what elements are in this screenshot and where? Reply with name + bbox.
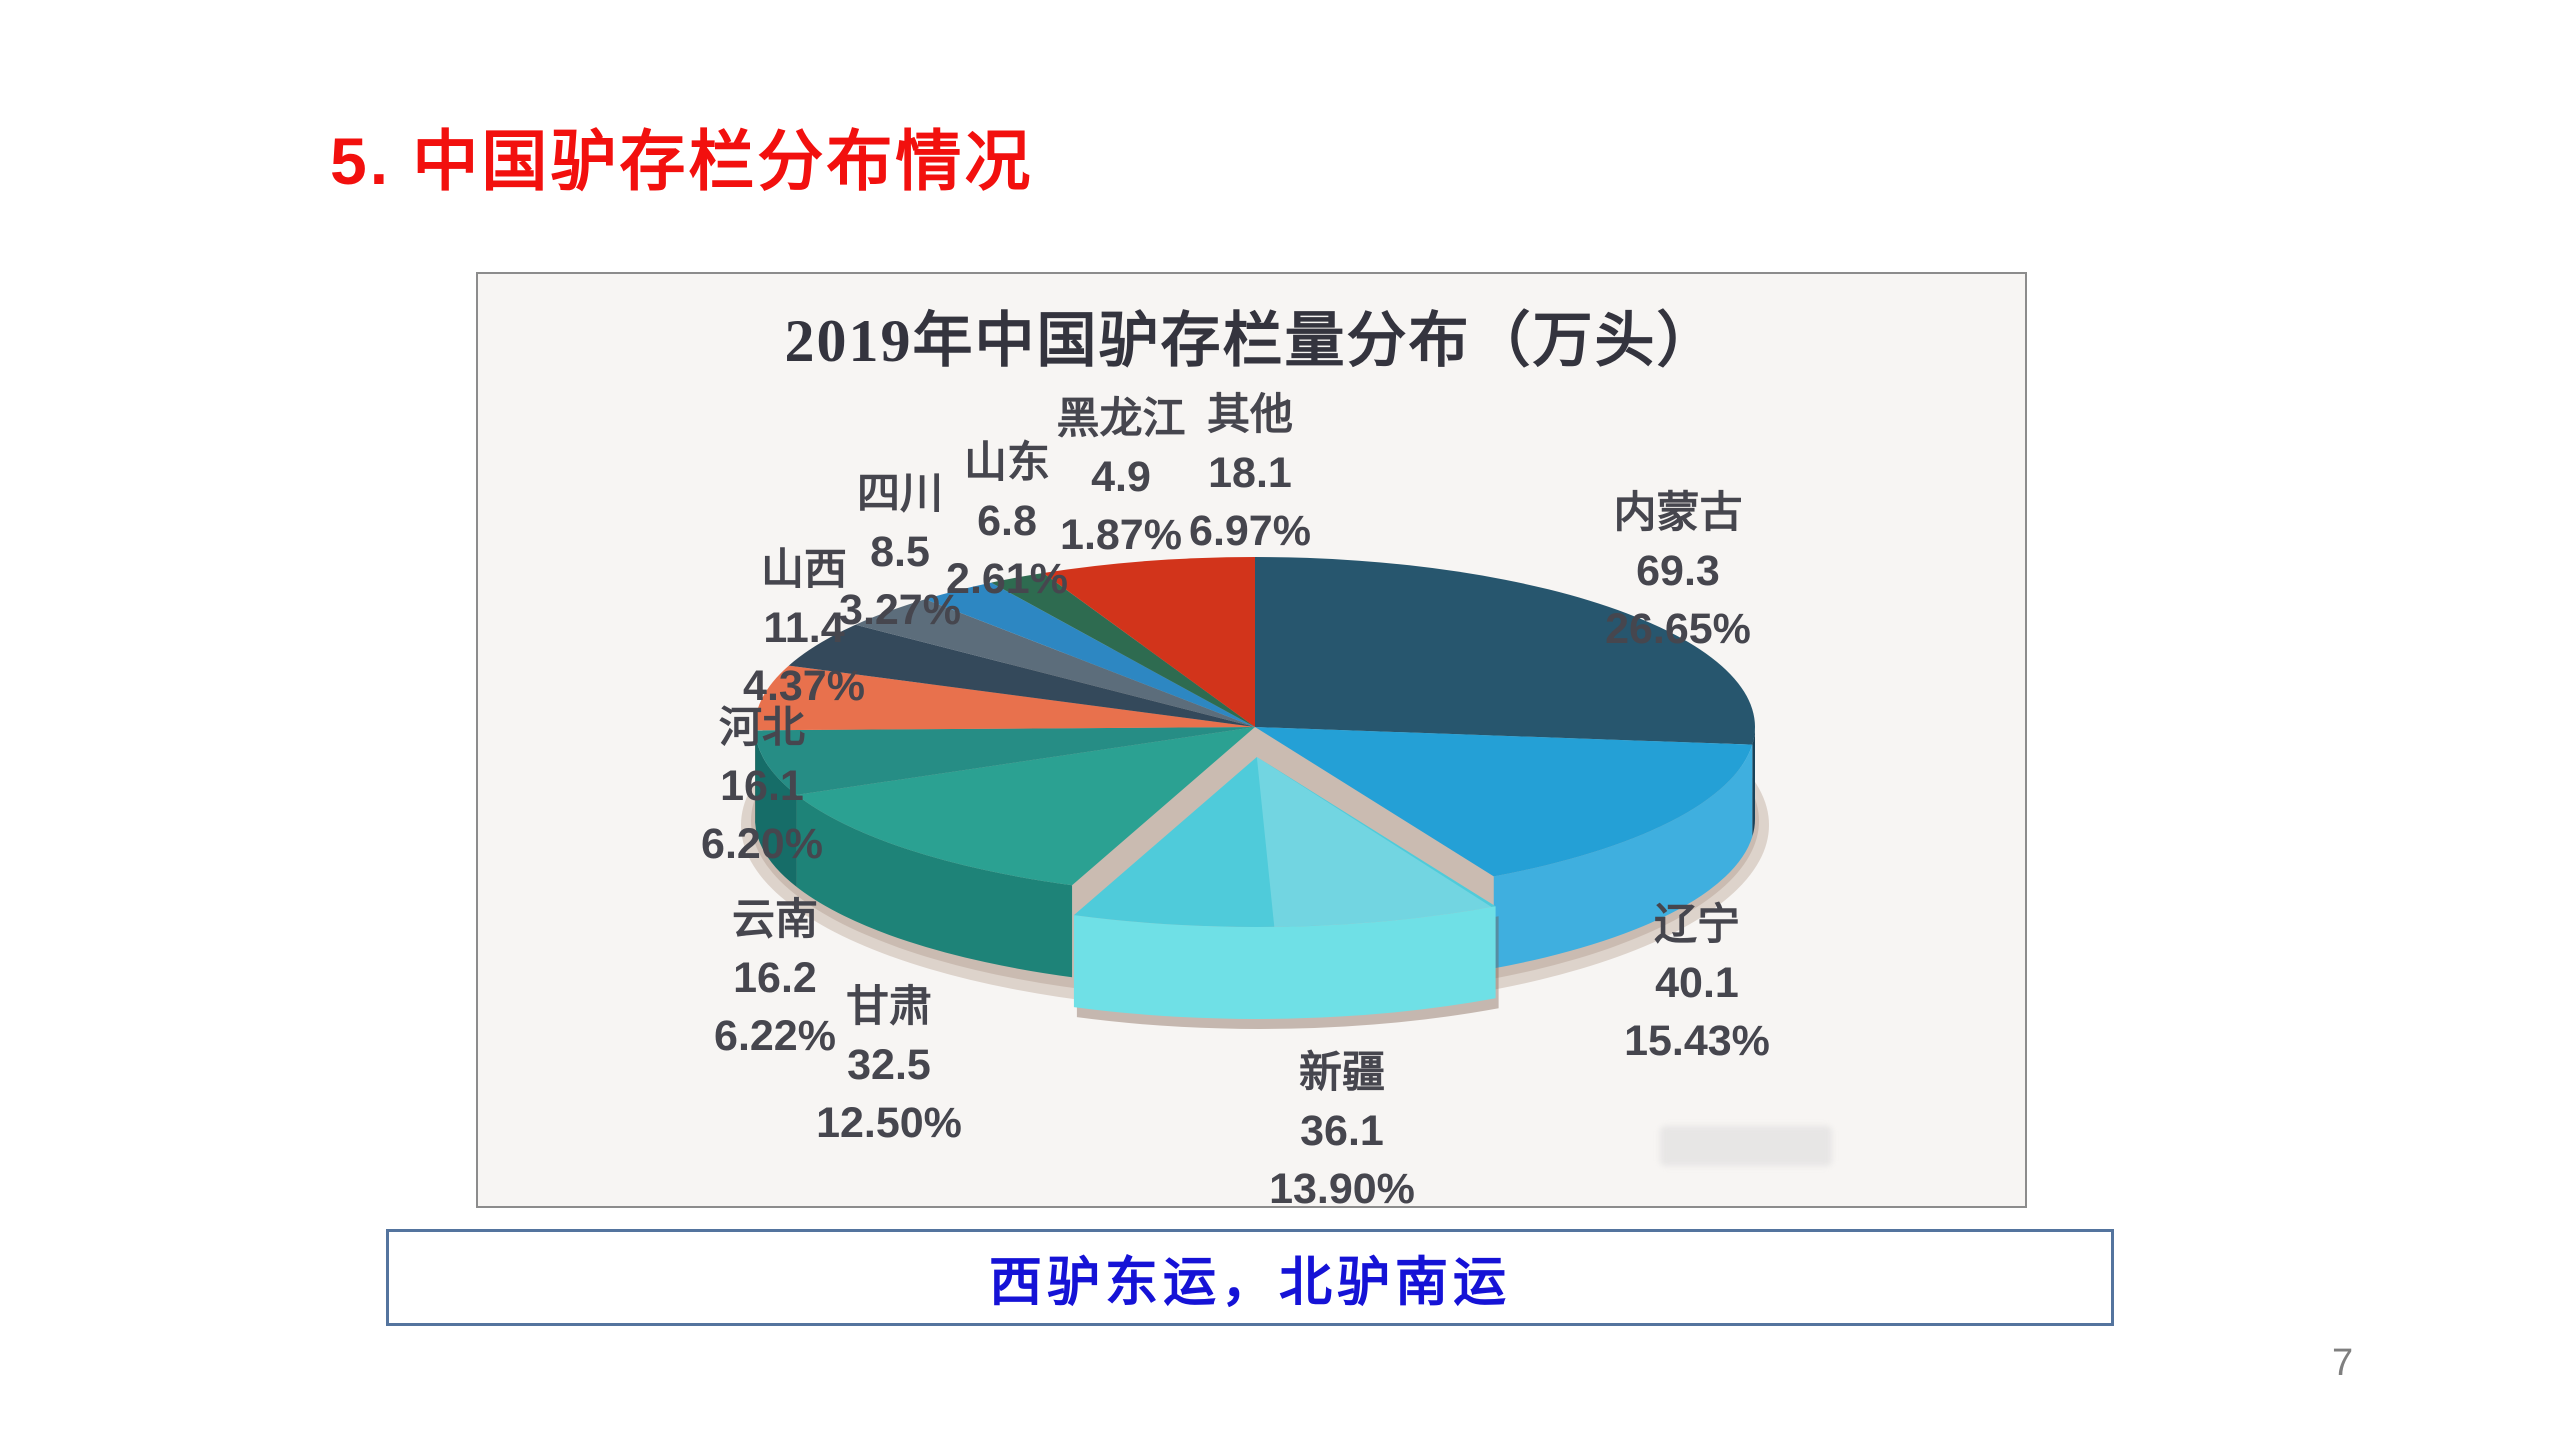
pie-slice-sichuan bbox=[855, 599, 1255, 727]
slice-value: 8.5 bbox=[870, 528, 930, 576]
pie-slice-yunnan-side bbox=[755, 730, 797, 887]
slice-value: 11.4 bbox=[763, 604, 845, 652]
slice-percent: 2.61% bbox=[946, 555, 1068, 603]
slice-name: 四川 bbox=[857, 470, 943, 518]
pie-slice-gansu bbox=[796, 727, 1255, 886]
slice-value: 16.2 bbox=[733, 954, 817, 1002]
slice-label-yunnan: 云南 16.2 6.22% bbox=[565, 891, 985, 1065]
slice-percent: 6.22% bbox=[714, 1012, 836, 1060]
page-number: 7 bbox=[2332, 1342, 2354, 1384]
slice-percent: 3.27% bbox=[839, 586, 961, 634]
slice-value: 32.5 bbox=[847, 1041, 931, 1089]
slide-title: 5. 中国驴存栏分布情况 bbox=[330, 124, 1034, 198]
chart-frame bbox=[476, 272, 2027, 1208]
slice-label-others: 其他 18.1 6.97% bbox=[1040, 386, 1460, 560]
slice-label-shanxi: 山西 11.4 4.37% bbox=[594, 541, 1014, 715]
slice-label-liaoning: 辽宁 40.1 15.43% bbox=[1487, 896, 1907, 1070]
slice-name: 云南 bbox=[732, 896, 818, 944]
slice-label-shandong: 山东 6.8 2.61% bbox=[797, 434, 1217, 608]
pie-slice-heilongjiang bbox=[991, 573, 1255, 727]
slice-label-sichuan: 四川 8.5 3.27% bbox=[690, 465, 1110, 639]
slice-percent: 4.37% bbox=[743, 662, 865, 710]
pie-slice-yunnan bbox=[755, 727, 1255, 795]
slice-name: 内蒙古 bbox=[1613, 489, 1743, 537]
slice-value: 18.1 bbox=[1208, 449, 1292, 497]
slice-name: 山东 bbox=[964, 439, 1050, 487]
slice-name: 新疆 bbox=[1299, 1049, 1385, 1097]
slice-percent: 6.20% bbox=[701, 820, 823, 868]
pie-slice-hebei bbox=[755, 665, 1255, 731]
pie-slice-gansu-side bbox=[796, 794, 1073, 978]
slice-value: 16.1 bbox=[720, 762, 804, 810]
pie-slice-inner-mongolia bbox=[1255, 557, 1755, 745]
slice-name: 黑龙江 bbox=[1056, 395, 1186, 443]
slice-label-hebei: 河北 16.1 6.20% bbox=[552, 699, 972, 873]
slice-name: 其他 bbox=[1207, 391, 1293, 439]
pie-slice-xinjiang-side bbox=[1073, 906, 1496, 1019]
pie-slice-shandong bbox=[925, 582, 1255, 727]
slice-value: 6.8 bbox=[977, 497, 1037, 545]
pie-slice-inner-mongolia-side bbox=[1752, 727, 1755, 837]
slice-value: 36.1 bbox=[1300, 1107, 1384, 1155]
callout-box: 西驴东运，北驴南运 bbox=[386, 1229, 2114, 1326]
slice-name: 甘肃 bbox=[846, 983, 932, 1031]
callout-text: 西驴东运，北驴南运 bbox=[989, 1252, 1511, 1312]
slice-value: 69.3 bbox=[1636, 547, 1720, 595]
slice-label-inner-mongolia: 内蒙古 69.3 26.65% bbox=[1468, 484, 1888, 658]
slice-label-xinjiang: 新疆 36.1 13.90% bbox=[1132, 1044, 1552, 1218]
pie-slice-highlight bbox=[1256, 756, 1492, 927]
slice-percent: 6.97% bbox=[1189, 507, 1311, 555]
pie-slice-xinjiang bbox=[1073, 756, 1496, 927]
slice-percent: 26.65% bbox=[1605, 605, 1751, 653]
watermark-smudge bbox=[1660, 1126, 1832, 1166]
slice-value: 4.9 bbox=[1091, 453, 1151, 501]
pie-slice-shanxi bbox=[788, 624, 1255, 727]
slice-percent: 15.43% bbox=[1624, 1017, 1770, 1065]
slice-percent: 13.90% bbox=[1269, 1165, 1415, 1213]
slice-label-heilongjiang: 黑龙江 4.9 1.87% bbox=[911, 390, 1331, 564]
slice-label-gansu: 甘肃 32.5 12.50% bbox=[679, 978, 1099, 1152]
chart-title: 2019年中国驴存栏量分布（万头） bbox=[784, 308, 1719, 374]
slice-value: 40.1 bbox=[1655, 959, 1739, 1007]
pie-slice-others bbox=[1043, 557, 1255, 727]
slice-name: 辽宁 bbox=[1654, 901, 1740, 949]
slice-percent: 1.87% bbox=[1060, 511, 1182, 559]
slice-percent: 12.50% bbox=[816, 1099, 962, 1147]
pie-slice-liaoning-side bbox=[1493, 744, 1753, 969]
slice-name: 河北 bbox=[719, 704, 805, 752]
pie-slice-liaoning bbox=[1255, 727, 1753, 877]
slice-name: 山西 bbox=[761, 546, 847, 594]
